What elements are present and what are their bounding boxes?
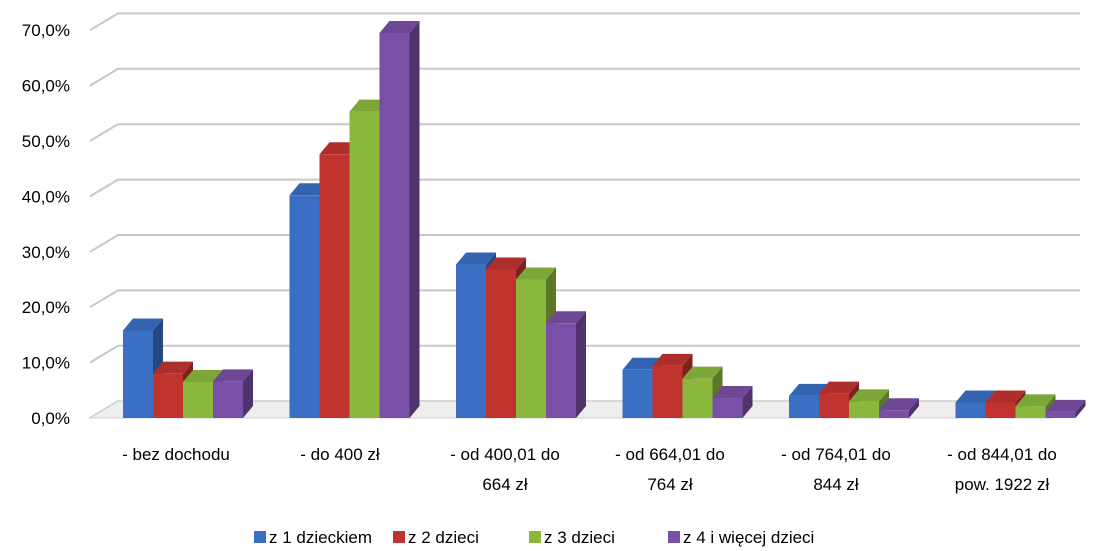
bar <box>213 369 253 418</box>
y-tick-label: 50,0% <box>22 132 70 151</box>
legend-label: z 4 i więcej dzieci <box>683 528 814 547</box>
legend-swatch <box>254 531 266 543</box>
gridlines <box>89 12 1080 419</box>
y-tick-label: 10,0% <box>22 354 70 373</box>
bar <box>712 386 753 418</box>
y-tick-label: 0,0% <box>31 409 70 428</box>
bars <box>123 20 1086 418</box>
gridline <box>89 123 1080 142</box>
category-label: - bez dochodu <box>122 445 230 464</box>
legend: z 1 dzieckiem z 2 dzieci z 3 dzieci z 4 i w… <box>254 528 814 547</box>
legend-item: z 4 i więcej dzieci <box>668 528 814 547</box>
legend-item: z 2 dzieci <box>393 528 479 547</box>
category-label: - od 400,01 do 664 zł <box>450 445 560 494</box>
legend-item: z 1 dzieckiem <box>254 528 372 547</box>
gridline <box>89 178 1080 198</box>
legend-label: z 2 dzieci <box>408 528 479 547</box>
bar <box>123 318 163 418</box>
bar <box>546 311 586 418</box>
y-tick-label: 40,0% <box>22 187 70 206</box>
legend-swatch <box>393 531 405 543</box>
y-tick-label: 70,0% <box>22 21 70 40</box>
bar <box>682 366 723 418</box>
x-axis-categories: - bez dochodu - do 400 zł - od 400,01 do 66… <box>122 445 1057 494</box>
legend-swatch <box>529 531 541 543</box>
gridline <box>89 234 1080 253</box>
bar <box>879 398 919 418</box>
y-tick-label: 20,0% <box>22 298 70 317</box>
gridline <box>89 289 1080 309</box>
y-axis-ticks: 0,0% 10,0% 20,0% 30,0% 40,0% 50,0% 60,0% 70,0% <box>22 21 70 428</box>
bar <box>1045 399 1086 418</box>
gridline <box>89 12 1080 32</box>
y-tick-label: 60,0% <box>22 77 70 96</box>
bar <box>379 20 420 418</box>
legend-item: z 3 dzieci <box>529 528 615 547</box>
gridline <box>89 344 1080 364</box>
category-label: - od 844,01 do pow. 1922 zł <box>947 445 1057 494</box>
bar <box>849 389 889 418</box>
legend-label: z 3 dzieci <box>544 528 615 547</box>
category-label: - do 400 zł <box>300 445 380 464</box>
category-label: - od 764,01 do 844 zł <box>781 445 891 494</box>
category-label: - od 664,01 do 764 zł <box>615 445 725 494</box>
gridline <box>89 67 1080 87</box>
y-tick-label: 30,0% <box>22 243 70 262</box>
legend-swatch <box>668 531 680 543</box>
legend-label: z 1 dzieckiem <box>269 528 372 547</box>
